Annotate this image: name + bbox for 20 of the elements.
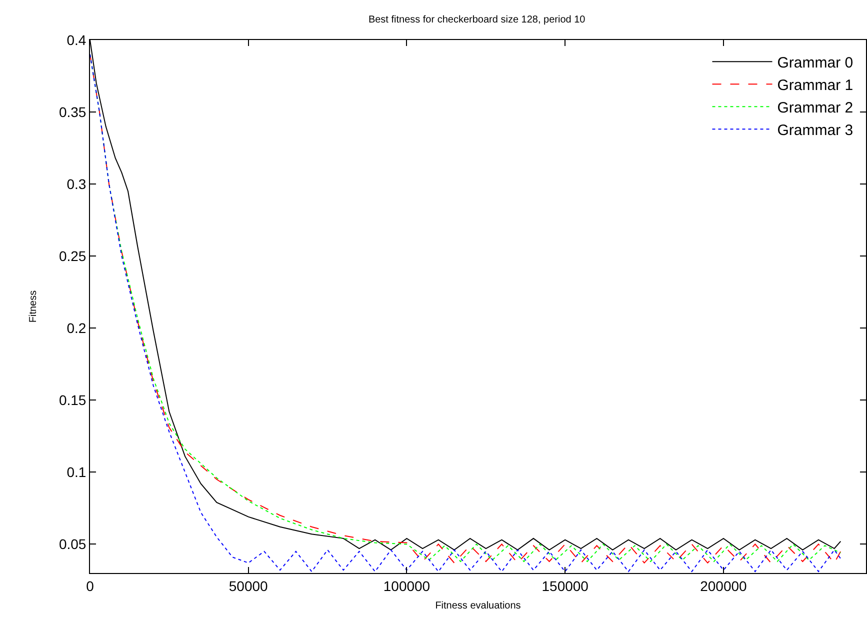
y-tick-label: 0.1 <box>66 464 86 480</box>
x-tick-label: 100000 <box>383 578 430 594</box>
chart-title: Best fitness for checkerboard size 128, period 10 <box>368 14 586 26</box>
x-tick-label: 150000 <box>542 578 589 594</box>
y-tick-label: 0.2 <box>66 320 86 336</box>
x-tick-label: 50000 <box>228 578 268 594</box>
x-tick-label: 0 <box>86 578 94 594</box>
x-tick-label: 200000 <box>700 578 748 594</box>
y-tick-label: 0.35 <box>58 104 86 120</box>
y-tick-label: 0.05 <box>58 536 86 552</box>
y-tick-label: 0.15 <box>58 392 86 408</box>
x-axis-title: Fitness evaluations <box>435 600 521 612</box>
legend-label: Grammar 3 <box>777 122 854 139</box>
y-tick-label: 0.25 <box>58 248 86 264</box>
legend-label: Grammar 0 <box>777 54 854 72</box>
legend-label: Grammar 2 <box>777 99 854 116</box>
y-tick-label: 0.4 <box>66 32 86 48</box>
y-tick-label: 0.3 <box>66 176 86 192</box>
legend-label: Grammar 1 <box>777 76 854 94</box>
y-axis-title: Fitness <box>28 290 39 323</box>
